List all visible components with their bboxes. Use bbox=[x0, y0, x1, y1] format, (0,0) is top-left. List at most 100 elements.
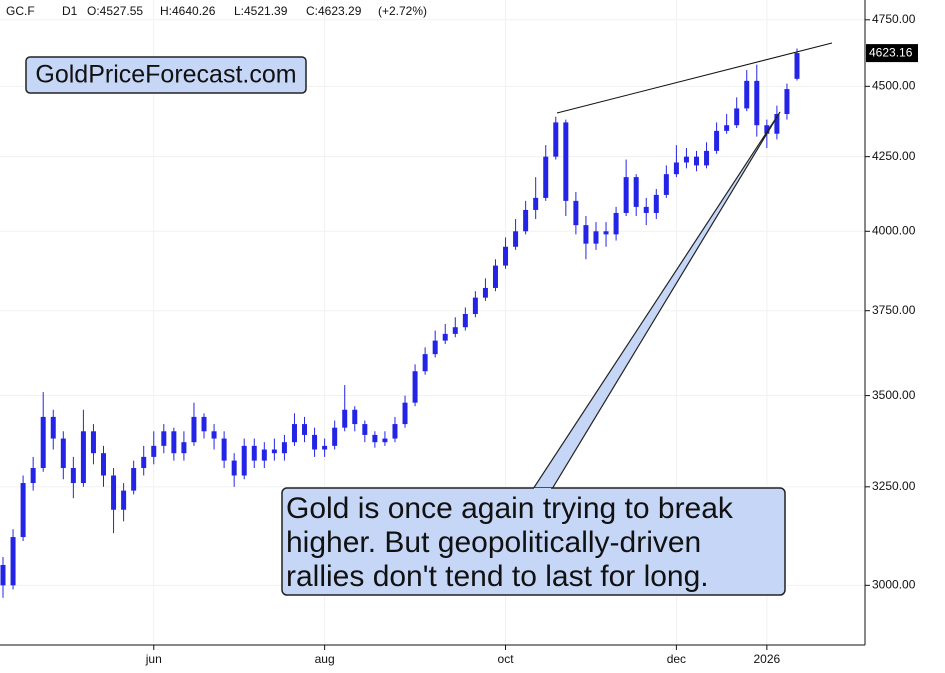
candle-body bbox=[663, 174, 669, 195]
candle-body bbox=[40, 416, 46, 469]
candle-body bbox=[181, 442, 187, 454]
y-tick-label: 3000.00 bbox=[872, 577, 916, 591]
candle-body bbox=[553, 122, 559, 157]
candle-body bbox=[30, 468, 36, 484]
candle-body bbox=[201, 416, 207, 432]
y-tick-label: 4000.00 bbox=[872, 223, 916, 237]
candle-body bbox=[291, 424, 297, 443]
x-tick-label: aug bbox=[315, 652, 335, 666]
candle-body bbox=[90, 431, 96, 454]
candle-body bbox=[111, 475, 117, 510]
candle-body bbox=[392, 424, 398, 439]
high-label: H:4640.26 bbox=[160, 4, 216, 18]
candle-body bbox=[704, 150, 710, 166]
candle-body bbox=[302, 424, 308, 435]
timeframe: D1 bbox=[62, 4, 78, 18]
candle-body bbox=[231, 460, 237, 476]
candle-body bbox=[372, 434, 378, 443]
y-tick-label: 3250.00 bbox=[872, 479, 916, 493]
candle-body bbox=[402, 402, 408, 425]
candle-body bbox=[563, 122, 569, 201]
candle-body bbox=[452, 327, 458, 334]
candle-body bbox=[643, 206, 649, 213]
candle-body bbox=[70, 468, 76, 484]
candle-body bbox=[60, 438, 66, 469]
candle-body bbox=[784, 89, 790, 114]
candle-body bbox=[352, 409, 358, 425]
change-label: (+2.72%) bbox=[378, 4, 427, 18]
watermark: GoldPriceForecast.com bbox=[35, 61, 296, 89]
candle-body bbox=[151, 445, 157, 457]
candle-body bbox=[332, 427, 338, 446]
candle-body bbox=[633, 177, 639, 207]
candle-body bbox=[573, 200, 579, 226]
candle-body bbox=[241, 445, 247, 476]
callout-box bbox=[281, 487, 786, 596]
candle-body bbox=[131, 468, 137, 491]
candle-body bbox=[724, 125, 730, 131]
resistance-line bbox=[556, 42, 833, 114]
candle-body bbox=[221, 438, 227, 461]
candle-body bbox=[322, 445, 328, 450]
candle-body bbox=[281, 442, 287, 454]
x-tick-label: oct bbox=[498, 652, 515, 666]
candle-body bbox=[593, 231, 599, 244]
candle-body bbox=[503, 246, 509, 266]
watermark-box bbox=[25, 56, 307, 94]
candle-body bbox=[422, 354, 428, 372]
candle-body bbox=[774, 113, 780, 134]
candle-body bbox=[583, 225, 589, 244]
candle-body bbox=[432, 340, 438, 355]
candle-body bbox=[714, 130, 720, 151]
candle-body bbox=[764, 125, 770, 134]
open-label: O:4527.55 bbox=[87, 4, 143, 18]
candle-body bbox=[513, 231, 519, 247]
callout-line: Gold is once again trying to break bbox=[286, 492, 734, 525]
x-tick-label: dec bbox=[667, 652, 686, 666]
axis-labels: 3000.00 3250.00 3500.00 3750.00 4000.00 4250.… bbox=[145, 12, 918, 666]
candle-body bbox=[603, 231, 609, 235]
candle-body bbox=[754, 80, 760, 126]
last-price-box bbox=[866, 44, 918, 63]
candle-body bbox=[462, 313, 468, 328]
candle-body bbox=[171, 431, 177, 454]
symbol: GC.F bbox=[6, 4, 35, 18]
candle-body bbox=[10, 537, 16, 586]
candle-body bbox=[412, 371, 418, 403]
close-label: C:4623.29 bbox=[306, 4, 362, 18]
candle-body bbox=[523, 209, 529, 232]
candle-body bbox=[141, 456, 147, 469]
candle-body bbox=[251, 445, 257, 461]
candle-body bbox=[653, 194, 659, 213]
x-tick-label: jun bbox=[145, 652, 162, 666]
candle-body bbox=[623, 177, 629, 213]
candle-body bbox=[533, 197, 539, 210]
candle-body bbox=[20, 483, 26, 538]
candle-body bbox=[794, 53, 800, 79]
candle-body bbox=[161, 431, 167, 446]
candle-body bbox=[613, 212, 619, 235]
candle-body bbox=[0, 564, 6, 586]
candle-body bbox=[121, 490, 127, 510]
candle-body bbox=[50, 416, 56, 439]
last-price-label: 4623.16 bbox=[869, 45, 913, 59]
candle-body bbox=[362, 424, 368, 435]
low-label: L:4521.39 bbox=[234, 4, 288, 18]
candle-body bbox=[482, 287, 488, 298]
candle-body bbox=[492, 265, 498, 288]
y-tick-label: 3500.00 bbox=[872, 388, 916, 402]
candle-body bbox=[382, 438, 388, 443]
y-tick-label: 4250.00 bbox=[872, 149, 916, 163]
candle-body bbox=[673, 162, 679, 175]
candle-body bbox=[744, 80, 750, 109]
candles bbox=[0, 48, 800, 598]
x-tick-label: 2026 bbox=[753, 652, 780, 666]
candle-body bbox=[734, 108, 740, 126]
candle-body bbox=[80, 431, 86, 484]
candle-body bbox=[261, 449, 267, 461]
y-tick-label: 3750.00 bbox=[872, 303, 916, 317]
candle-body bbox=[312, 434, 318, 450]
candle-body bbox=[543, 156, 549, 198]
callout-line: rallies don't tend to last for long. bbox=[286, 560, 709, 593]
